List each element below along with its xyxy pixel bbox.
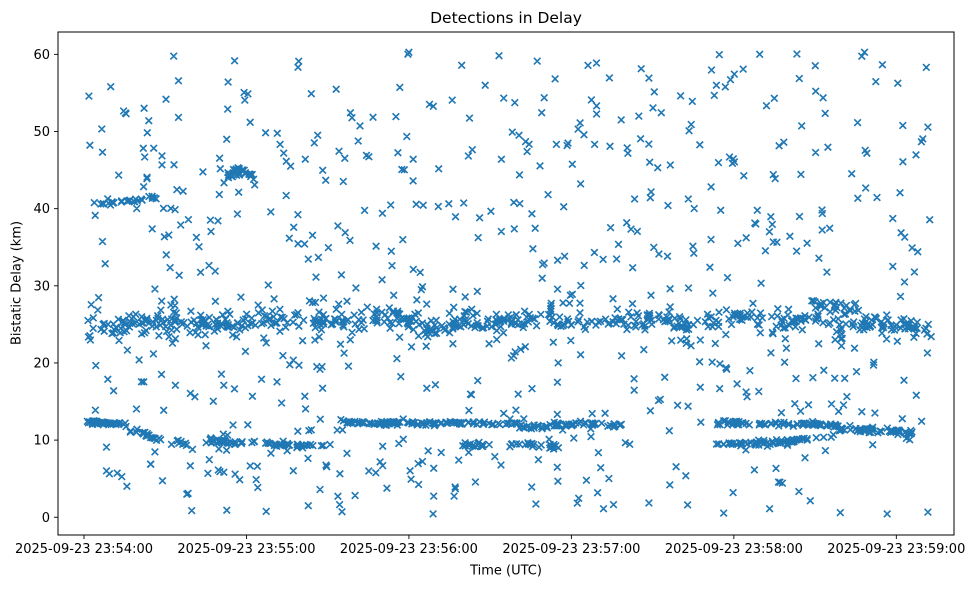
x-axis-label: Time (UTC) [470, 563, 542, 579]
x-tick-label: 2025-09-23 23:59:00 [827, 542, 965, 557]
series-seg-12km-right [713, 417, 841, 431]
series-seg-9km-a [261, 437, 294, 451]
y-tick-label: 40 [33, 202, 50, 217]
y-tick-label: 20 [33, 357, 50, 372]
series-track-41km [97, 192, 160, 209]
series-seg-10km-c [237, 437, 259, 448]
series-cluster-44km [224, 163, 258, 184]
series-seg-10km-rising [712, 433, 836, 451]
x-tick-label: 2025-09-23 23:55:00 [177, 542, 315, 557]
series-band-25km-core [89, 303, 936, 342]
x-tick-label: 2025-09-23 23:58:00 [665, 542, 803, 557]
x-tick-label: 2025-09-23 23:54:00 [15, 542, 153, 557]
chart-title: Detections in Delay [430, 9, 582, 27]
series-background-lower [102, 455, 932, 518]
y-tick-label: 60 [33, 48, 50, 63]
y-tick-label: 0 [42, 511, 50, 526]
series-background-upper [84, 48, 934, 463]
x-tick-label: 2025-09-23 23:57:00 [502, 542, 640, 557]
series-seg-descending-left [126, 425, 165, 445]
axes-frame [57, 31, 955, 536]
x-tick-label: 2025-09-23 23:56:00 [340, 542, 478, 557]
y-tick-label: 10 [33, 434, 50, 449]
series-clump-11km-end [887, 426, 916, 439]
series-seg-11km-step [515, 420, 552, 433]
series-seg-9km-b [293, 440, 334, 452]
y-tick-label: 50 [33, 125, 50, 140]
marker-group [83, 48, 936, 518]
series-seg-9km-mid2 [506, 438, 563, 453]
series-seg-9km-mid [458, 438, 494, 451]
series-strand-27km [807, 296, 863, 316]
series-seg-10km-a [173, 436, 191, 450]
y-tick-label: 30 [33, 279, 50, 294]
series-seg-12km-mid [343, 417, 521, 430]
series-seg-12km-left [83, 416, 130, 431]
